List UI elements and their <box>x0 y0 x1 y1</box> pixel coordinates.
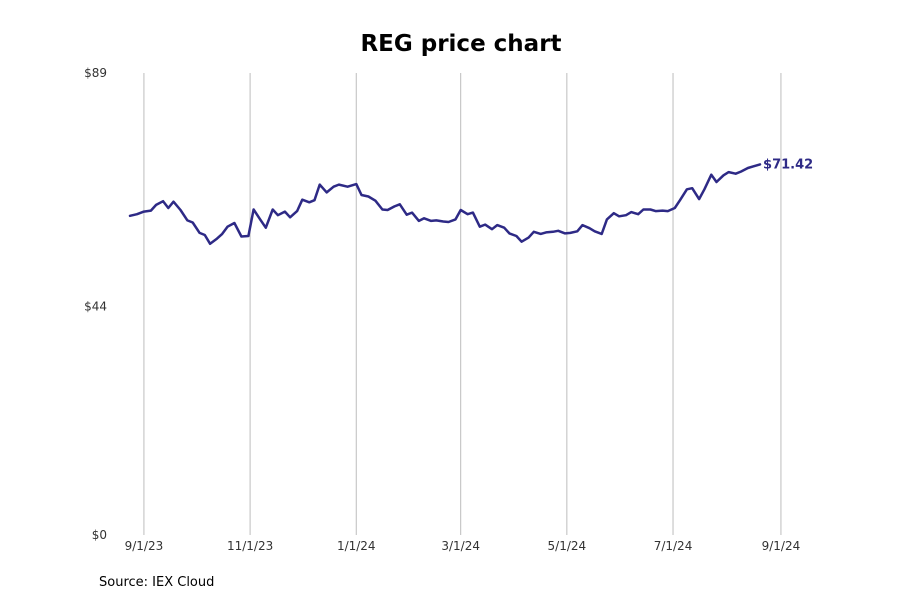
x-tick-label: 11/1/23 <box>227 539 273 553</box>
y-axis: $0 $44 $89 <box>84 66 107 542</box>
price-series-line <box>128 163 762 246</box>
chart-title: REG price chart <box>360 31 561 57</box>
y-tick-label: $89 <box>84 66 107 80</box>
grid-layer <box>143 73 782 535</box>
x-axis: 9/1/23 11/1/23 1/1/24 3/1/24 5/1/24 7/1/24 9/1… <box>125 539 801 553</box>
x-tick-label: 7/1/24 <box>654 539 693 553</box>
y-tick-label: $0 <box>92 528 107 542</box>
x-tick-label: 5/1/24 <box>548 539 587 553</box>
last-value-label: $71.42 <box>763 157 813 172</box>
x-tick-label: 9/1/23 <box>125 539 164 553</box>
x-tick-label: 1/1/24 <box>337 539 376 553</box>
x-tick-label: 3/1/24 <box>441 539 480 553</box>
x-tick-label: 9/1/24 <box>762 539 801 553</box>
source-note: Source: IEX Cloud <box>99 575 214 590</box>
y-tick-label: $44 <box>84 300 107 314</box>
